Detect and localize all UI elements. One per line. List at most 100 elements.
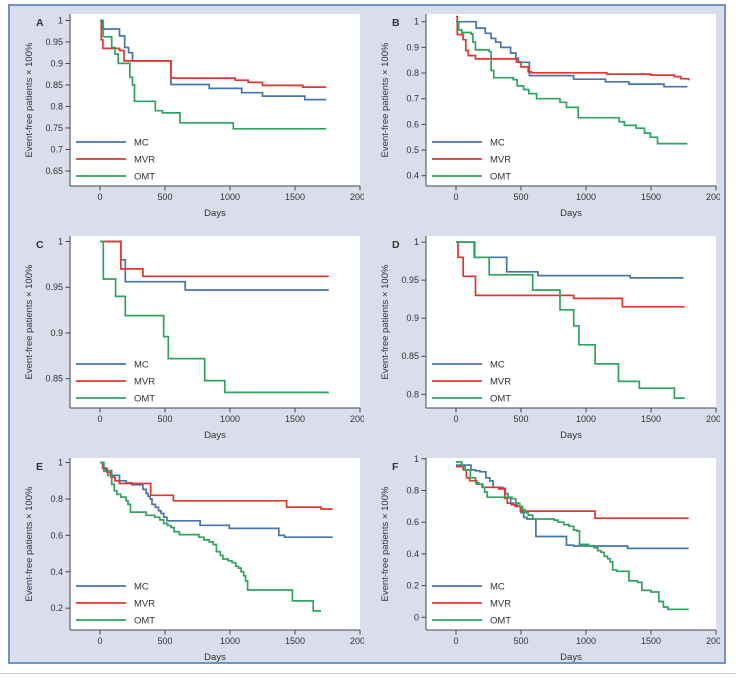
x-axis-title: Days xyxy=(204,652,226,663)
x-tick-label: 1500 xyxy=(641,414,661,424)
legend-label-mvr: MVR xyxy=(490,377,511,388)
plot-area xyxy=(426,236,716,408)
panel-letter: F xyxy=(392,461,399,473)
panel-letter: C xyxy=(36,239,44,251)
km-panel-e: E Event-free patients × 100% 1 0.8 0.6 0.4 0.2… xyxy=(12,450,370,668)
x-tick-label: 2000 xyxy=(706,192,720,202)
legend-label-mc: MC xyxy=(490,360,505,371)
y-tick-label: 0.8 xyxy=(406,485,419,495)
km-curve-mvr xyxy=(456,241,685,308)
y-axis-title: Event-free patients × 100% xyxy=(24,264,35,379)
km-curve-mvr xyxy=(456,15,690,81)
km-curve-omt xyxy=(456,241,685,399)
km-chart-e: E Event-free patients × 100% 1 0.8 0.6 0.4 0.2… xyxy=(24,458,370,663)
x-tick-label: 0 xyxy=(453,636,458,646)
panel-letter: B xyxy=(392,17,400,29)
x-axis-title: Days xyxy=(560,652,582,663)
km-panel-d: D Event-free patients × 100% 1 0.95 0.9 0.8 5 0… xyxy=(368,228,726,446)
x-axis-title: Days xyxy=(204,430,226,441)
y-axis-title: Event-free patients × 100% xyxy=(380,486,391,601)
km-curve-omt xyxy=(100,19,327,130)
x-tick-label: 2000 xyxy=(706,414,720,424)
legend-label-omt: OMT xyxy=(490,172,511,183)
x-tick-label: 500 xyxy=(513,636,528,646)
x-tick-label: 1000 xyxy=(220,636,240,646)
km-curve-omt xyxy=(456,461,689,611)
y-tick-label: 0.8 xyxy=(406,389,419,399)
y-tick-label: 0.95 xyxy=(401,275,419,285)
legend-label-mc: MC xyxy=(134,582,149,593)
x-tick-label: 2000 xyxy=(350,636,364,646)
x-tick-label: 0 xyxy=(97,414,102,424)
panel-letter: D xyxy=(392,239,400,251)
y-tick-label: 0.6 xyxy=(406,119,419,129)
panel-letter: E xyxy=(36,461,43,473)
y-tick-label: 0 xyxy=(414,612,419,622)
legend-label-omt: OMT xyxy=(490,616,511,627)
km-curve-mvr xyxy=(100,240,329,278)
km-panel-b: B Event-free patients × 100% 1 0.9 0.8 0.7 0.6… xyxy=(368,6,726,224)
x-tick-label: 1500 xyxy=(285,192,305,202)
x-tick-label: 1000 xyxy=(576,636,596,646)
legend-label-mc: MC xyxy=(490,138,505,149)
legend-label-mvr: MVR xyxy=(490,155,511,166)
legend-label-mvr: MVR xyxy=(134,377,155,388)
y-tick-label: 0.5 xyxy=(406,145,419,155)
y-tick-label: 0.65 xyxy=(45,166,63,176)
legend-label-mc: MC xyxy=(134,360,149,371)
x-axis-title: Days xyxy=(560,430,582,441)
y-tick-label: 1 xyxy=(58,236,63,246)
x-tick-label: 2000 xyxy=(350,414,364,424)
km-curve-mvr xyxy=(100,19,327,88)
figure-panel-background: A Event-free patients × 100% 1 0.95 0.9 0.85 0… xyxy=(8,4,726,664)
plot-area xyxy=(70,236,360,408)
km-curve-omt xyxy=(100,240,329,394)
y-tick-label: 0.8 xyxy=(406,68,419,78)
y-tick-label: 0.4 xyxy=(406,549,419,559)
km-curve-omt xyxy=(456,20,688,145)
y-tick-label: 1 xyxy=(58,458,63,468)
y-tick-label: 0.75 xyxy=(45,123,63,133)
y-tick-label: 1 xyxy=(414,17,419,27)
x-tick-label: 500 xyxy=(513,414,528,424)
y-tick-label: 0.2 xyxy=(406,581,419,591)
legend-label-omt: OMT xyxy=(134,172,155,183)
y-tick-label: 0.4 xyxy=(50,567,63,577)
legend-label-mc: MC xyxy=(134,138,149,149)
y-tick-label: 0.95 xyxy=(45,37,63,47)
y-tick-label: 0.9 xyxy=(406,42,419,52)
x-tick-label: 0 xyxy=(453,414,458,424)
km-chart-c: C Event-free patients × 100% 1 0.95 0.9 0.85 0… xyxy=(24,236,370,441)
x-tick-label: 2000 xyxy=(350,192,364,202)
x-tick-label: 500 xyxy=(157,636,172,646)
x-tick-label: 1000 xyxy=(220,414,240,424)
x-tick-label: 500 xyxy=(513,192,528,202)
x-axis-title: Days xyxy=(560,208,582,219)
x-tick-label: 0 xyxy=(453,192,458,202)
y-axis-title: Event-free patients × 100% xyxy=(24,42,35,157)
y-tick-label: 0.9 xyxy=(406,313,419,323)
y-axis-title: Event-free patients × 100% xyxy=(380,264,391,379)
y-axis-title: Event-free patients × 100% xyxy=(380,42,391,157)
y-tick-label: 0.2 xyxy=(50,603,63,613)
km-panel-c: C Event-free patients × 100% 1 0.95 0.9 0.85 0… xyxy=(12,228,370,446)
y-tick-label: 0.9 xyxy=(50,58,63,68)
y-tick-label: 0.7 xyxy=(50,144,63,154)
x-tick-label: 1000 xyxy=(576,414,596,424)
legend-label-mvr: MVR xyxy=(134,599,155,610)
x-tick-label: 1500 xyxy=(285,636,305,646)
y-tick-label: 0.9 xyxy=(50,328,63,338)
x-tick-label: 0 xyxy=(97,192,102,202)
y-tick-label: 1 xyxy=(58,15,63,25)
km-curve-mc xyxy=(456,20,688,88)
x-tick-label: 500 xyxy=(157,414,172,424)
plot-area xyxy=(426,14,716,186)
legend-label-omt: OMT xyxy=(134,394,155,405)
km-panel-f: F Event-free patients × 100% 1 0.8 0.6 0.4 0.2… xyxy=(368,450,726,668)
y-tick-label: 0.4 xyxy=(406,171,419,181)
legend-label-omt: OMT xyxy=(490,394,511,405)
x-tick-label: 1500 xyxy=(641,192,661,202)
y-tick-label: 1 xyxy=(414,237,419,247)
y-tick-label: 1 xyxy=(414,454,419,464)
